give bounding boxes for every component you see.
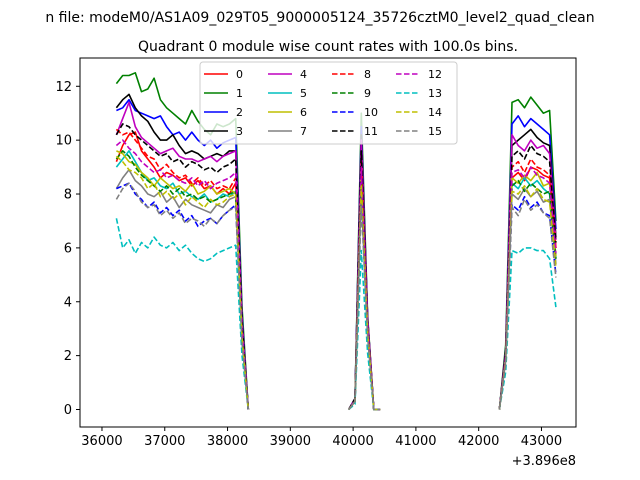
legend-item-7: 7 <box>268 125 307 138</box>
legend-label: 0 <box>236 68 243 81</box>
figure-suptitle: n file: modeM0/AS1A09_029T05_9000005124_… <box>45 10 594 26</box>
legend-label: 9 <box>364 87 371 100</box>
legend-label: 12 <box>428 68 442 81</box>
series-8 <box>115 128 557 411</box>
legend-item-11: 11 <box>332 125 378 138</box>
series-13 <box>115 218 557 411</box>
legend-label: 7 <box>300 125 307 138</box>
series-10-segment-0 <box>116 182 250 410</box>
legend-item-9: 9 <box>332 87 371 100</box>
legend-item-3: 3 <box>204 125 243 138</box>
y-tick-label: 4 <box>64 295 72 310</box>
legend-label: 15 <box>428 125 442 138</box>
series-0-segment-0 <box>115 131 250 410</box>
x-tick-label: 40000 <box>332 434 373 449</box>
y-tick-label: 6 <box>64 241 72 256</box>
legend-label: 10 <box>364 106 378 119</box>
legend-item-13: 13 <box>396 87 442 100</box>
series-15-segment-1 <box>348 204 381 411</box>
legend-item-15: 15 <box>396 125 442 138</box>
series-9 <box>115 150 557 411</box>
legend-label: 13 <box>428 87 442 100</box>
legend-label: 2 <box>236 106 243 119</box>
legend-box <box>199 61 458 145</box>
series-15 <box>115 182 557 411</box>
series-15-segment-2 <box>498 198 557 410</box>
series-14-segment-0 <box>115 155 250 410</box>
x-tick-label: 38000 <box>207 434 248 449</box>
series-7-segment-0 <box>115 169 250 410</box>
series-6-segment-0 <box>116 150 250 410</box>
series-11 <box>115 123 557 411</box>
series-7-segment-2 <box>498 187 557 410</box>
series-13-segment-2 <box>498 247 557 410</box>
y-tick-label: 0 <box>64 403 72 418</box>
legend-item-8: 8 <box>332 68 371 81</box>
x-offset-label: +3.896e8 <box>512 454 576 469</box>
y-tick-label: 10 <box>55 134 72 149</box>
x-tick-label: 43000 <box>521 434 562 449</box>
series-8-segment-0 <box>115 128 250 410</box>
series-13-segment-0 <box>115 218 250 410</box>
legend-label: 5 <box>300 87 307 100</box>
legend-label: 6 <box>300 106 307 119</box>
legend-item-4: 4 <box>268 68 307 81</box>
legend-item-5: 5 <box>268 87 307 100</box>
series-7 <box>115 169 557 411</box>
series-14-segment-2 <box>498 185 557 410</box>
chart-title: Quadrant 0 module wise count rates with … <box>138 39 518 55</box>
x-tick-label: 36000 <box>81 434 122 449</box>
x-tick-label: 41000 <box>395 434 436 449</box>
series-10 <box>116 182 557 411</box>
series-2-segment-0 <box>116 98 250 410</box>
x-axis: 36000 37000 38000 39000 40000 41000 42000 43000 <box>81 427 562 449</box>
legend-item-2: 2 <box>204 106 243 119</box>
legend-item-12: 12 <box>396 68 442 81</box>
series-layer <box>115 72 557 411</box>
series-3-segment-0 <box>115 93 250 410</box>
y-tick-label: 12 <box>55 80 72 95</box>
legend-label: 4 <box>300 68 307 81</box>
y-tick-label: 8 <box>64 188 72 203</box>
series-9-segment-0 <box>115 150 250 410</box>
legend-label: 11 <box>364 125 378 138</box>
series-11-segment-0 <box>115 123 250 410</box>
legend-label: 1 <box>236 87 243 100</box>
x-tick-label: 39000 <box>270 434 311 449</box>
series-6 <box>116 150 557 411</box>
legend-item-1: 1 <box>204 87 243 100</box>
series-10-segment-2 <box>498 195 557 410</box>
legend-item-6: 6 <box>268 106 307 119</box>
series-5 <box>115 150 557 411</box>
x-tick-label: 37000 <box>144 434 185 449</box>
x-tick-label: 42000 <box>458 434 499 449</box>
series-14 <box>115 155 557 411</box>
series-4-segment-0 <box>115 101 250 410</box>
legend-label: 8 <box>364 68 371 81</box>
legend-item-14: 14 <box>396 106 442 119</box>
y-tick-label: 2 <box>64 349 72 364</box>
legend-label: 3 <box>236 125 243 138</box>
series-15-segment-0 <box>115 182 250 410</box>
series-12 <box>115 139 557 411</box>
series-2 <box>116 98 557 411</box>
series-0 <box>115 131 557 411</box>
y-axis: 0 2 4 6 8 10 12 <box>55 80 80 418</box>
legend-item-10: 10 <box>332 106 378 119</box>
plot-frame <box>79 57 577 428</box>
legend-item-0: 0 <box>204 68 243 81</box>
legend-label: 14 <box>428 106 442 119</box>
series-12-segment-0 <box>115 139 250 410</box>
series-4-segment-2 <box>498 134 557 410</box>
